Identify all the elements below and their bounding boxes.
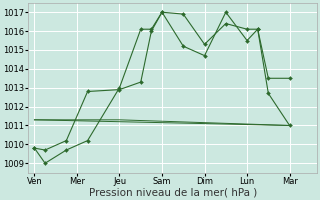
- X-axis label: Pression niveau de la mer( hPa ): Pression niveau de la mer( hPa ): [89, 187, 257, 197]
